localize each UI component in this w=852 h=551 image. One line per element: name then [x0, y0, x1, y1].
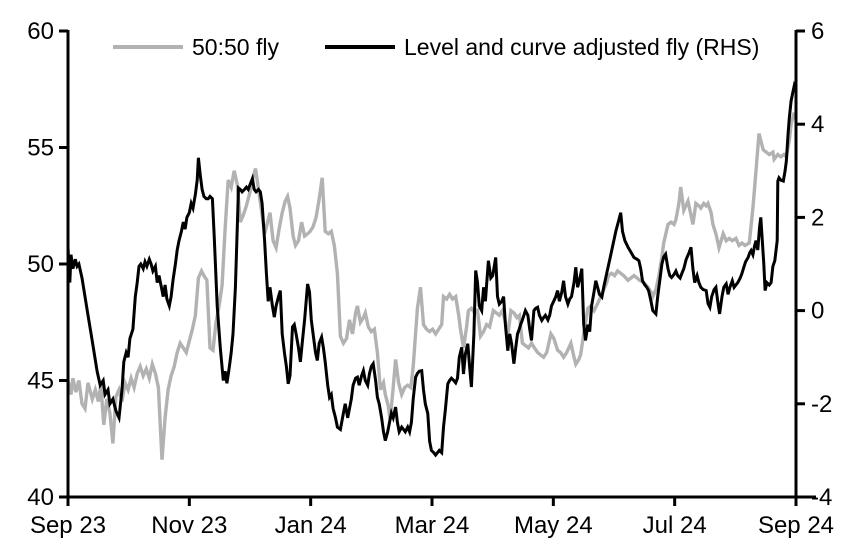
left-axis-tick-label: 40 — [27, 484, 54, 511]
series-line-50-50-fly — [66, 112, 796, 460]
left-axis-tick-label: 50 — [27, 251, 54, 278]
x-axis-tick-label: Jan 24 — [275, 512, 347, 539]
x-axis-tick-label: Sep 23 — [30, 512, 106, 539]
legend-swatch-black-line — [325, 45, 395, 49]
legend-item-5050-fly: 50:50 fly — [113, 34, 279, 60]
right-axis-tick-label: -2 — [811, 391, 832, 418]
right-axis-tick-label: 6 — [811, 18, 824, 45]
legend-swatch-gray-line — [113, 45, 183, 49]
x-axis-tick-label: May 24 — [514, 512, 593, 539]
legend-item-level-curve-fly: Level and curve adjusted fly (RHS) — [325, 34, 759, 60]
right-axis-tick-label: 2 — [811, 204, 824, 231]
legend-label: Level and curve adjusted fly (RHS) — [404, 34, 760, 60]
right-axis-tick-label: 0 — [811, 298, 824, 325]
right-axis-tick-label: -4 — [811, 484, 832, 511]
x-axis-tick-label: Jul 24 — [643, 512, 707, 539]
x-axis-tick-label: Sep 24 — [758, 512, 834, 539]
legend-label: 50:50 fly — [192, 34, 279, 60]
x-axis-tick-label: Mar 24 — [395, 512, 470, 539]
left-axis-tick-label: 45 — [27, 368, 54, 395]
series-line-level-curve-adjusted-fly — [66, 80, 798, 458]
x-axis-tick-label: Nov 23 — [151, 512, 227, 539]
left-axis-tick-label: 55 — [27, 135, 54, 162]
right-axis-tick-label: 4 — [811, 111, 824, 138]
left-axis-tick-label: 60 — [27, 18, 54, 45]
